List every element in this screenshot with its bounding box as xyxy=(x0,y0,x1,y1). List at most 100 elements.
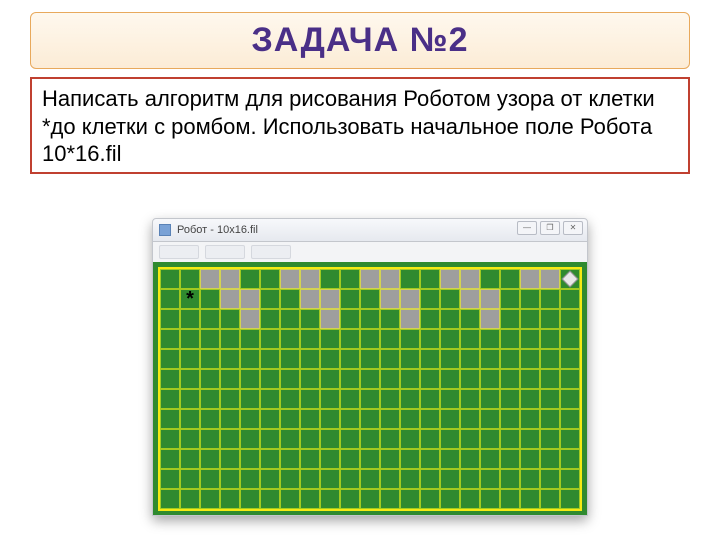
grid-cell xyxy=(240,349,260,369)
grid-cell xyxy=(540,329,560,349)
grid-cell xyxy=(520,489,540,509)
grid-cell xyxy=(160,489,180,509)
grid-cell xyxy=(460,349,480,369)
robot-canvas: * xyxy=(152,262,588,516)
grid-cell xyxy=(520,349,540,369)
grid-cell xyxy=(220,349,240,369)
grid-cell xyxy=(400,289,420,309)
robot-grid: * xyxy=(160,269,580,509)
grid-cell xyxy=(560,369,580,389)
grid-cell xyxy=(360,289,380,309)
grid-cell xyxy=(420,449,440,469)
window-titlebar: Робот - 10x16.fil — ❐ ✕ xyxy=(152,218,588,242)
grid-cell xyxy=(220,269,240,289)
grid-cell xyxy=(500,449,520,469)
grid-cell xyxy=(300,309,320,329)
grid-cell xyxy=(520,369,540,389)
page-title: ЗАДАЧА №2 xyxy=(251,21,468,59)
grid-cell xyxy=(160,349,180,369)
grid-cell xyxy=(200,289,220,309)
grid-cell xyxy=(240,329,260,349)
grid-cell xyxy=(460,389,480,409)
grid-cell xyxy=(400,469,420,489)
toolbar-button[interactable] xyxy=(159,245,199,259)
grid-cell xyxy=(460,369,480,389)
grid-cell xyxy=(220,469,240,489)
minimize-button[interactable]: — xyxy=(517,221,537,235)
grid-cell xyxy=(300,289,320,309)
grid-cell xyxy=(500,389,520,409)
end-cell xyxy=(560,269,580,289)
grid-cell xyxy=(480,469,500,489)
task-box: Написать алгоритм для рисования Роботом … xyxy=(30,77,690,174)
grid-cell xyxy=(340,429,360,449)
grid-cell xyxy=(220,369,240,389)
grid-cell xyxy=(540,349,560,369)
grid-cell xyxy=(160,429,180,449)
grid-cell xyxy=(220,289,240,309)
grid-cell xyxy=(180,469,200,489)
grid-cell xyxy=(160,369,180,389)
grid-cell xyxy=(400,409,420,429)
grid-cell xyxy=(200,329,220,349)
grid-cell xyxy=(280,289,300,309)
grid-cell xyxy=(460,409,480,429)
grid-cell xyxy=(540,289,560,309)
grid-cell xyxy=(500,349,520,369)
grid-cell xyxy=(220,409,240,429)
grid-cell xyxy=(260,309,280,329)
grid-cell xyxy=(280,329,300,349)
grid-cell xyxy=(180,269,200,289)
grid-cell xyxy=(260,489,280,509)
grid-cell xyxy=(180,409,200,429)
grid-cell xyxy=(300,329,320,349)
grid-cell xyxy=(280,389,300,409)
grid-cell xyxy=(260,449,280,469)
grid-cell xyxy=(300,489,320,509)
grid-cell xyxy=(420,389,440,409)
grid-cell xyxy=(200,409,220,429)
grid-cell xyxy=(160,269,180,289)
grid-cell xyxy=(400,389,420,409)
grid-cell xyxy=(500,409,520,429)
grid-cell xyxy=(540,469,560,489)
grid-cell xyxy=(380,289,400,309)
grid-cell xyxy=(480,289,500,309)
grid-cell xyxy=(320,409,340,429)
grid-cell xyxy=(360,449,380,469)
grid-cell xyxy=(260,269,280,289)
grid-cell xyxy=(480,409,500,429)
grid-cell xyxy=(400,349,420,369)
grid-cell xyxy=(260,389,280,409)
grid-cell xyxy=(420,269,440,289)
grid-cell xyxy=(400,309,420,329)
grid-cell xyxy=(280,449,300,469)
grid-cell xyxy=(560,449,580,469)
grid-cell xyxy=(320,449,340,469)
start-cell: * xyxy=(180,289,200,309)
grid-cell xyxy=(400,269,420,289)
grid-cell xyxy=(240,429,260,449)
grid-cell xyxy=(360,269,380,289)
grid-cell xyxy=(340,329,360,349)
grid-cell xyxy=(520,269,540,289)
grid-cell xyxy=(520,309,540,329)
grid-cell xyxy=(320,309,340,329)
grid-cell xyxy=(220,329,240,349)
grid-cell xyxy=(420,489,440,509)
grid-cell xyxy=(520,409,540,429)
grid-cell xyxy=(380,349,400,369)
grid-cell xyxy=(320,349,340,369)
grid-cell xyxy=(460,309,480,329)
toolbar-button[interactable] xyxy=(251,245,291,259)
grid-cell xyxy=(240,489,260,509)
grid-cell xyxy=(500,429,520,449)
grid-cell xyxy=(340,469,360,489)
grid-cell xyxy=(380,369,400,389)
grid-cell xyxy=(560,329,580,349)
grid-cell xyxy=(200,369,220,389)
maximize-button[interactable]: ❐ xyxy=(540,221,560,235)
task-text: Написать алгоритм для рисования Роботом … xyxy=(42,85,678,168)
close-button[interactable]: ✕ xyxy=(563,221,583,235)
toolbar-button[interactable] xyxy=(205,245,245,259)
